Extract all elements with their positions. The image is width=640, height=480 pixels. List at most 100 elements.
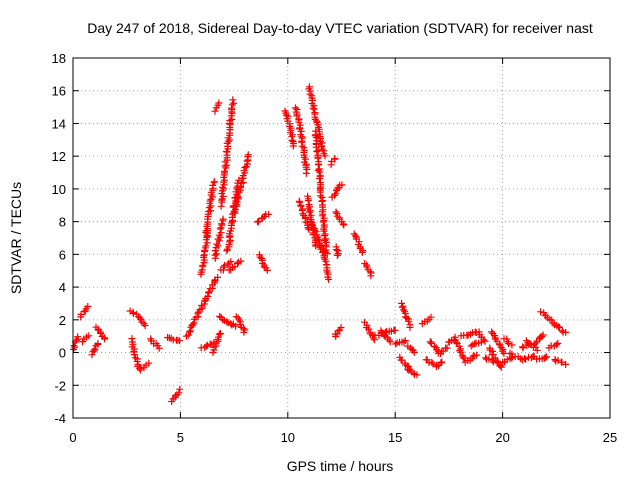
data-point-marker	[519, 344, 527, 352]
data-point-marker	[186, 328, 193, 336]
data-point-marker	[310, 105, 318, 113]
data-point-marker	[358, 248, 366, 256]
grid-layer	[73, 58, 610, 418]
data-series-segment	[217, 96, 238, 210]
data-point-marker	[216, 225, 224, 233]
data-point-marker	[296, 198, 304, 206]
data-point-marker	[84, 303, 92, 310]
data-point-marker	[562, 360, 570, 368]
data-point-marker	[211, 247, 219, 255]
data-point-marker	[338, 181, 346, 189]
data-series-segment	[305, 83, 329, 160]
data-series-segment	[377, 327, 394, 346]
data-point-marker	[313, 148, 321, 156]
data-point-marker	[260, 263, 268, 271]
data-point-marker	[400, 306, 407, 314]
x-axis-label: GPS time / hours	[287, 458, 394, 474]
data-point-marker	[228, 115, 236, 123]
data-point-marker	[101, 335, 109, 343]
data-point-marker	[244, 151, 252, 159]
data-series-segment	[533, 353, 551, 363]
data-point-marker	[215, 99, 223, 107]
data-point-marker	[541, 354, 549, 361]
x-tick-label: 5	[177, 430, 184, 445]
data-point-marker	[204, 292, 212, 300]
data-point-marker	[194, 309, 202, 317]
data-point-marker	[176, 337, 183, 345]
data-point-marker	[351, 232, 359, 240]
data-point-marker	[438, 358, 446, 366]
data-point-marker	[306, 207, 314, 215]
data-series-segment	[254, 210, 273, 226]
data-point-marker	[289, 142, 297, 150]
data-series-segment	[126, 307, 149, 329]
data-point-marker	[312, 242, 320, 250]
data-point-marker	[457, 348, 465, 356]
data-series-segment	[398, 299, 414, 331]
data-point-marker	[184, 331, 192, 339]
data-point-marker	[240, 328, 248, 336]
data-series-segment	[432, 358, 446, 371]
data-point-marker	[223, 318, 231, 326]
data-point-marker	[481, 337, 489, 345]
data-point-marker	[562, 328, 570, 336]
data-point-marker	[234, 192, 242, 200]
data-point-marker	[176, 385, 184, 393]
data-point-marker	[288, 136, 296, 144]
data-point-marker	[532, 339, 540, 347]
y-tick-label: 12	[52, 149, 66, 164]
data-point-marker	[259, 214, 267, 222]
x-tick-label: 25	[603, 430, 617, 445]
data-point-marker	[333, 251, 341, 259]
data-point-marker	[214, 273, 222, 281]
data-point-marker	[427, 313, 435, 321]
data-point-marker	[211, 178, 218, 186]
data-series-segment	[426, 338, 442, 355]
data-series-segment	[521, 352, 538, 363]
data-point-marker	[319, 249, 327, 256]
data-series-segment	[488, 328, 508, 357]
data-point-marker	[331, 155, 339, 163]
data-point-marker	[230, 99, 238, 107]
data-point-marker	[227, 258, 235, 266]
data-point-marker	[130, 351, 138, 359]
data-series-segment	[230, 151, 252, 217]
data-series-segment	[361, 318, 378, 344]
data-point-marker	[314, 154, 322, 162]
y-tick-label: 8	[59, 215, 66, 230]
data-point-marker	[211, 107, 219, 115]
data-point-marker	[405, 317, 413, 325]
data-point-marker	[309, 104, 317, 112]
data-point-marker	[386, 338, 394, 346]
data-point-marker	[224, 261, 232, 269]
data-point-marker	[265, 210, 273, 218]
data-point-marker	[503, 338, 511, 346]
data-point-marker	[232, 313, 240, 321]
data-series-segment	[164, 334, 183, 345]
data-point-marker	[136, 314, 144, 322]
data-series-segment	[88, 340, 102, 359]
data-point-marker	[322, 235, 330, 243]
data-point-marker	[452, 338, 460, 346]
data-point-marker	[473, 351, 481, 359]
data-point-marker	[319, 218, 327, 226]
data-point-marker	[537, 308, 545, 316]
data-point-marker	[241, 164, 249, 172]
x-tick-label: 15	[388, 430, 402, 445]
data-point-marker	[237, 257, 245, 265]
data-point-marker	[175, 389, 183, 397]
data-series-segment	[392, 337, 409, 348]
y-tick-label: 4	[59, 280, 66, 295]
data-series-segment	[332, 208, 348, 229]
data-point-marker	[205, 288, 213, 296]
data-point-marker	[334, 327, 342, 335]
data-point-marker	[404, 365, 412, 373]
data-point-marker	[469, 341, 477, 349]
data-series-segment	[500, 335, 516, 349]
data-series-segment	[537, 308, 570, 336]
y-tick-label: -4	[54, 411, 66, 426]
data-point-marker	[306, 90, 314, 98]
data-point-marker	[219, 215, 227, 223]
data-series-segment	[211, 215, 227, 262]
data-point-marker	[213, 250, 221, 258]
